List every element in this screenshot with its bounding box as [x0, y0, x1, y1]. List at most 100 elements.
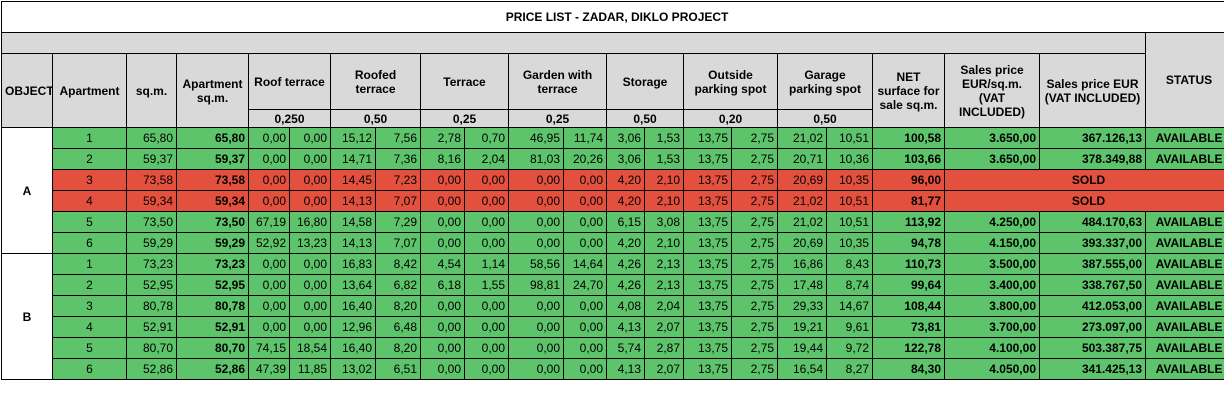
cell-s1: 3,06 — [606, 148, 645, 170]
cell-gp2: 10,35 — [826, 232, 873, 254]
cell-op2: 2,75 — [731, 316, 778, 338]
cell-rf1: 13,02 — [330, 358, 376, 380]
cell-rt1: 67,19 — [248, 211, 290, 233]
cell-s2: 3,08 — [644, 211, 684, 233]
cell-psqm: 3.400,00 — [944, 274, 1040, 296]
cell-t2: 2,04 — [464, 148, 509, 170]
cell-price: 378.349,88 — [1039, 148, 1146, 170]
cell-t1: 8,16 — [420, 148, 465, 170]
cell-op1: 13,75 — [683, 169, 732, 191]
cell-t1: 0,00 — [420, 232, 465, 254]
cell-psqm: 3.650,00 — [944, 148, 1040, 170]
cell-gp2: 10,51 — [826, 190, 873, 212]
coef-roofed-terrace: 0,50 — [330, 109, 421, 128]
cell-price: 503.387,75 — [1039, 337, 1146, 359]
table-row: 3 80,78 80,78 0,00 0,00 16,40 8,20 0,00 0,00 0,00… — [2, 295, 1224, 317]
cell-rf2: 8,42 — [375, 253, 421, 275]
cell-apt-sqm: 52,86 — [176, 358, 249, 380]
cell-t2: 0,00 — [464, 316, 509, 338]
cell-op2: 2,75 — [731, 169, 778, 191]
cell-op1: 13,75 — [683, 358, 732, 380]
cell-s1: 4,13 — [606, 358, 645, 380]
cell-g2: 0,00 — [563, 190, 607, 212]
status-badge: SOLD — [943, 169, 1224, 191]
cell-rt1: 0,00 — [248, 190, 290, 212]
cell-t1: 0,00 — [420, 316, 465, 338]
cell-t1: 0,00 — [420, 358, 465, 380]
cell-gp2: 8,43 — [826, 253, 873, 275]
header-terrace: Terrace — [420, 53, 509, 110]
cell-psqm: 3.500,00 — [944, 253, 1040, 275]
cell-g1: 0,00 — [508, 295, 564, 317]
cell-rf2: 7,07 — [375, 190, 421, 212]
cell-gp1: 20,69 — [777, 232, 827, 254]
cell-psqm: 4.250,00 — [944, 211, 1040, 233]
cell-price: 393.337,00 — [1039, 232, 1146, 254]
status-badge: AVAILABLE — [1144, 358, 1224, 380]
cell-apt: 4 — [52, 316, 127, 338]
cell-t2: 0,00 — [464, 358, 509, 380]
cell-s2: 2,13 — [644, 274, 684, 296]
cell-apt: 5 — [52, 337, 127, 359]
cell-rf2: 6,82 — [375, 274, 421, 296]
cell-rf2: 8,20 — [375, 295, 421, 317]
cell-sqm: 73,23 — [126, 253, 177, 275]
cell-s2: 2,04 — [644, 295, 684, 317]
cell-gp2: 14,67 — [826, 295, 873, 317]
cell-g2: 20,26 — [563, 148, 607, 170]
cell-sqm: 73,50 — [126, 211, 177, 233]
cell-apt-sqm: 52,95 — [176, 274, 249, 296]
cell-psqm: 3.800,00 — [944, 295, 1040, 317]
cell-rt2: 0,00 — [289, 274, 331, 296]
cell-psqm: 4.100,00 — [944, 337, 1040, 359]
table-row: B 1 73,23 73,23 0,00 0,00 16,83 8,42 4,54 1,14 58,… — [1, 253, 1224, 380]
cell-rt2: 0,00 — [289, 148, 331, 170]
cell-rt2: 11,85 — [289, 358, 331, 380]
cell-s2: 2,10 — [644, 169, 684, 191]
cell-s2: 2,10 — [644, 190, 684, 212]
cell-price: 412.053,00 — [1039, 295, 1146, 317]
cell-gp1: 17,48 — [777, 274, 827, 296]
cell-op2: 2,75 — [731, 211, 778, 233]
cell-sqm: 80,70 — [126, 337, 177, 359]
status-badge: AVAILABLE — [1144, 211, 1224, 233]
cell-rf2: 7,36 — [375, 148, 421, 170]
cell-psqm: 3.700,00 — [944, 316, 1040, 338]
cell-gp2: 10,35 — [826, 169, 873, 191]
header-sqm: sq.m. — [126, 53, 177, 128]
cell-t2: 0,00 — [464, 190, 509, 212]
cell-s1: 4,20 — [606, 169, 645, 191]
table-row: 3 73,58 73,58 0,00 0,00 14,45 7,23 0,00 0,00 0,00… — [2, 169, 1224, 191]
cell-gp2: 9,72 — [826, 337, 873, 359]
header-status: STATUS — [1144, 32, 1224, 128]
cell-s1: 4,13 — [606, 316, 645, 338]
header-apartment-sqm: Apartment sq.m. — [176, 53, 249, 128]
cell-g2: 0,00 — [563, 358, 607, 380]
table-row: 6 59,29 59,29 52,92 13,23 14,13 7,07 0,00 0,00 0,… — [2, 232, 1224, 254]
status-badge: SOLD — [943, 190, 1224, 212]
header-garage-parking: Garage parking spot — [777, 53, 873, 110]
cell-t2: 0,00 — [464, 337, 509, 359]
cell-net: 94,78 — [872, 232, 945, 254]
cell-net: 110,73 — [872, 253, 945, 275]
coef-storage: 0,50 — [606, 109, 684, 128]
cell-t2: 1,55 — [464, 274, 509, 296]
header-garden: Garden with terrace — [508, 53, 607, 110]
object-label: B — [1, 253, 53, 380]
cell-sqm: 65,80 — [126, 127, 177, 149]
cell-op2: 2,75 — [731, 148, 778, 170]
cell-sqm: 80,78 — [126, 295, 177, 317]
cell-rf1: 14,13 — [330, 190, 376, 212]
cell-gp1: 21,02 — [777, 190, 827, 212]
cell-s1: 4,20 — [606, 190, 645, 212]
table-row: 6 52,86 52,86 47,39 11,85 13,02 6,51 0,00 0,00 0,… — [2, 358, 1224, 380]
cell-op1: 13,75 — [683, 211, 732, 233]
table-row: 5 80,70 80,70 74,15 18,54 16,40 8,20 0,00 0,00 0,… — [2, 337, 1224, 359]
cell-op1: 13,75 — [683, 316, 732, 338]
cell-t2: 0,00 — [464, 295, 509, 317]
cell-price: 367.126,13 — [1039, 127, 1146, 149]
table-row: 2 52,95 52,95 0,00 0,00 13,64 6,82 6,18 1,55 98,8… — [2, 274, 1224, 296]
cell-s2: 2,07 — [644, 358, 684, 380]
cell-rt2: 0,00 — [289, 190, 331, 212]
cell-rf1: 16,40 — [330, 295, 376, 317]
